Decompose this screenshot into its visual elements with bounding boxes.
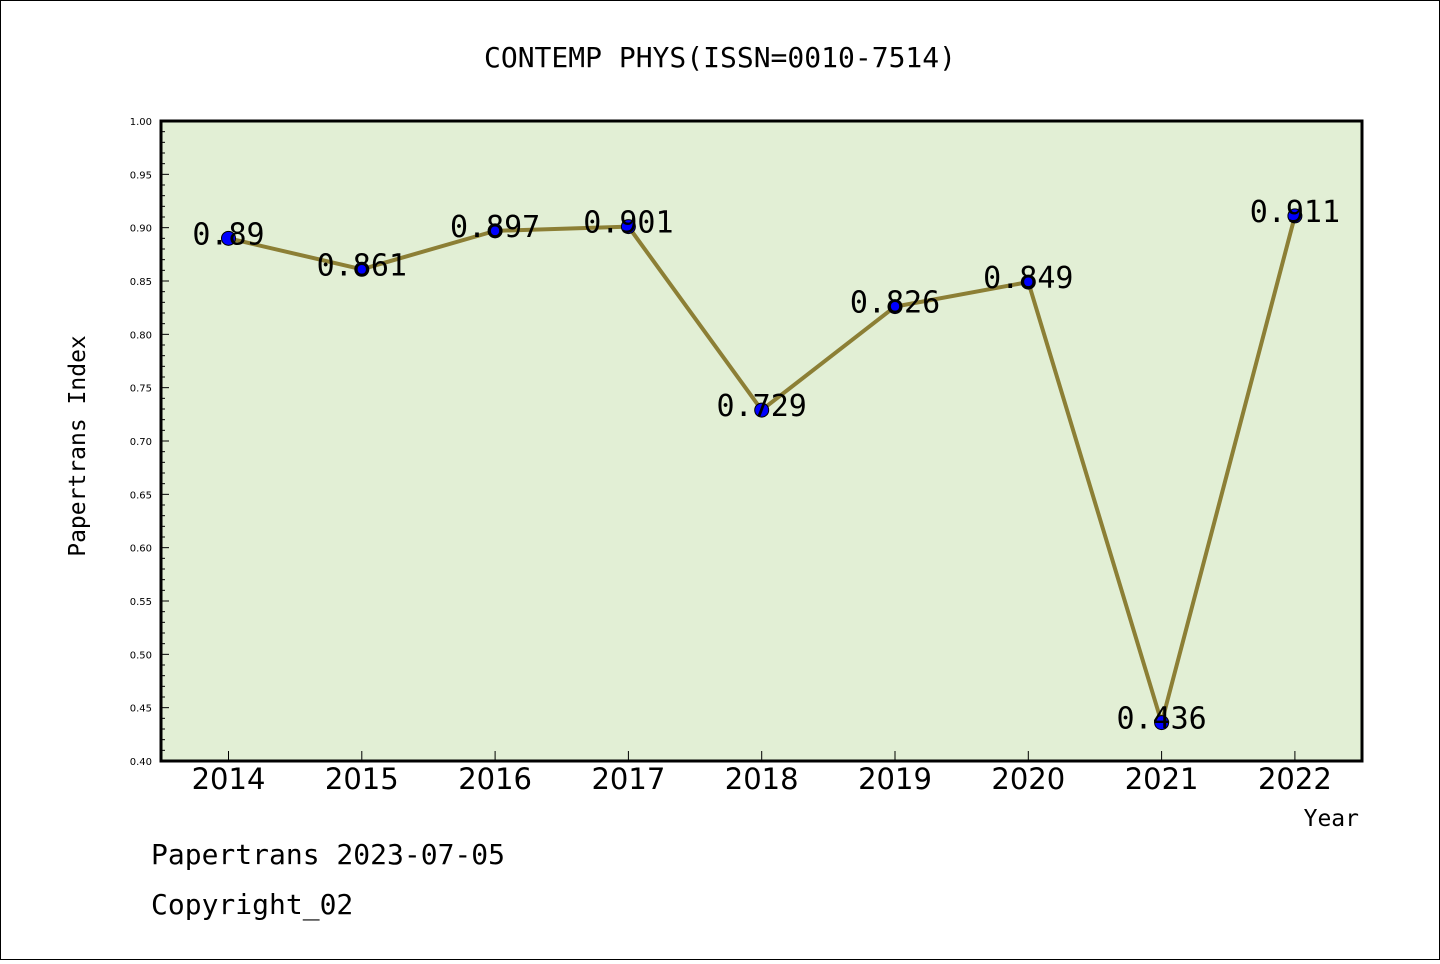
data-label: 0.89 xyxy=(192,217,264,252)
y-tick-label: 0.80 xyxy=(130,330,152,341)
data-labels: 0.89 0.861 0.897 0.901 0.729 0.826 0.849 0.436 0… xyxy=(192,195,1340,737)
x-tick-label: 2016 xyxy=(458,762,532,796)
data-label: 0.861 xyxy=(317,248,407,283)
data-label: 0.436 xyxy=(1116,702,1206,737)
y-tick-label: 0.95 xyxy=(130,170,152,181)
x-tick-label: 2017 xyxy=(591,762,665,796)
data-point xyxy=(1020,274,1036,290)
x-tick-label: 2020 xyxy=(991,762,1065,796)
y-tick-label: 0.40 xyxy=(130,757,152,768)
x-axis-title: Year xyxy=(1304,806,1359,832)
x-tick-label: 2021 xyxy=(1125,762,1199,796)
x-tick-label: 2014 xyxy=(192,762,266,796)
data-point xyxy=(487,223,503,239)
y-tick-label: 0.70 xyxy=(130,437,152,448)
data-point xyxy=(754,402,770,418)
y-tick-label: 0.65 xyxy=(130,490,152,501)
data-label: 0.826 xyxy=(850,286,940,321)
x-tick-label: 2019 xyxy=(858,762,932,796)
y-tick-label: 0.75 xyxy=(130,384,152,395)
data-point xyxy=(1154,715,1170,731)
plot-area xyxy=(161,121,1362,761)
footer-copyright: Copyright_02 xyxy=(151,888,353,922)
y-axis-title: Papertrans Index xyxy=(65,335,91,557)
x-tick-label: 2015 xyxy=(325,762,399,796)
series-layer xyxy=(221,208,1303,731)
data-point xyxy=(354,261,370,277)
data-label: 0.897 xyxy=(450,210,540,245)
footer-date: Papertrans 2023-07-05 xyxy=(151,838,505,871)
data-label: 0.849 xyxy=(983,261,1073,296)
data-label: 0.729 xyxy=(717,389,807,424)
data-point xyxy=(221,230,236,246)
data-label: 0.901 xyxy=(583,206,673,241)
y-tick-label: 0.55 xyxy=(130,597,152,608)
x-axis: 2014 2015 2016 2017 2018 2019 2020 2021 2022 xyxy=(192,751,1332,796)
chart-title: CONTEMP PHYS(ISSN=0010-7514) xyxy=(484,41,956,74)
y-tick-label: 1.00 xyxy=(130,117,152,128)
x-tick-label: 2018 xyxy=(725,762,799,796)
data-label: 0.911 xyxy=(1250,195,1340,230)
y-tick-label: 0.60 xyxy=(130,544,152,555)
plot-border xyxy=(159,119,1364,763)
data-point xyxy=(887,299,903,315)
y-tick-label: 0.50 xyxy=(130,650,152,661)
x-tick-label: 2022 xyxy=(1258,762,1332,796)
data-point xyxy=(1287,208,1303,224)
data-point xyxy=(620,219,636,235)
y-tick-label: 0.85 xyxy=(130,277,152,288)
y-tick-label: 0.45 xyxy=(130,704,152,715)
y-tick-label: 0.90 xyxy=(130,224,152,235)
y-axis: 0.40 0.45 0.50 0.55 0.60 0.65 0.70 0.75 0.80 0.85… xyxy=(130,117,169,768)
